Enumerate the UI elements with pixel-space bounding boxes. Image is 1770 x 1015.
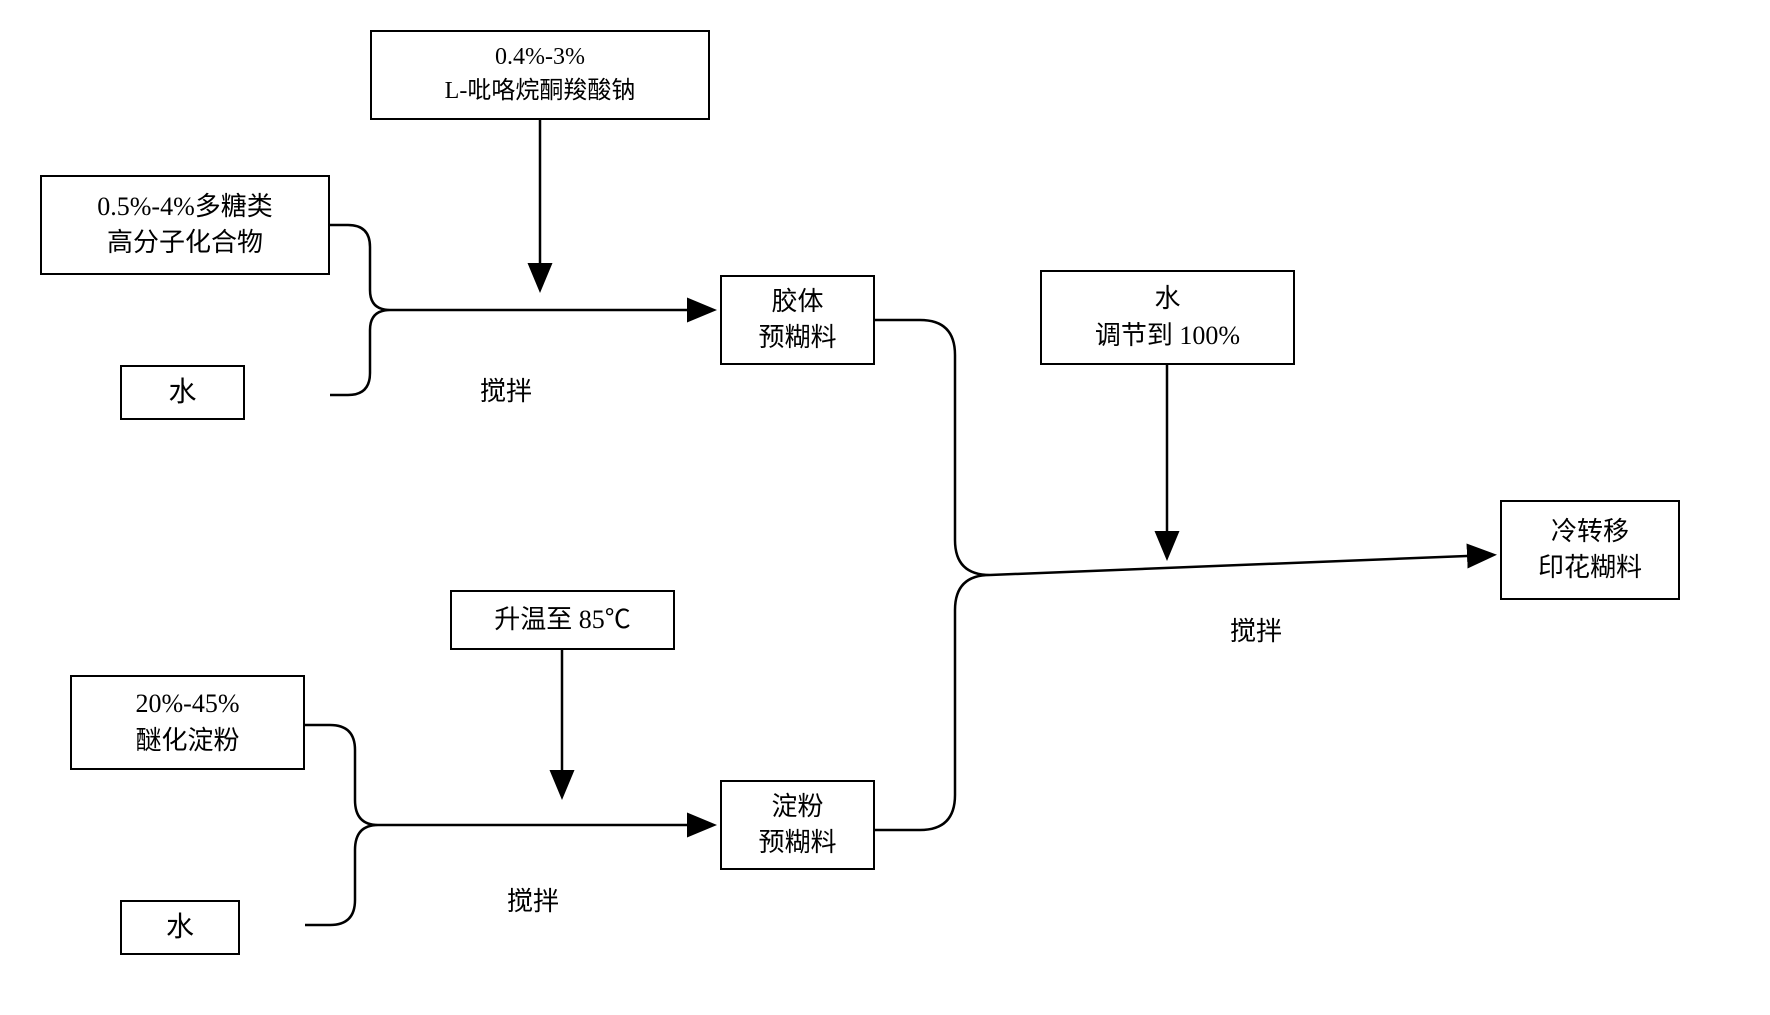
node-colloid-prepaste: 胶体 预糊料 — [720, 275, 875, 365]
text-line: 水 — [166, 908, 194, 947]
node-water2: 水 — [120, 900, 240, 955]
text-line: 冷转移 — [1551, 514, 1629, 550]
text-line: 升温至 85℃ — [494, 602, 631, 638]
text-line: 预糊料 — [758, 320, 836, 356]
text-line: 调节到 100% — [1095, 318, 1240, 354]
text-line: 预糊料 — [758, 825, 836, 861]
text-line: 醚化淀粉 — [135, 723, 239, 759]
node-polysaccharide: 0.5%-4%多糖类 高分子化合物 — [40, 175, 330, 275]
node-water-adjust: 水 调节到 100% — [1040, 270, 1295, 365]
text-line: 0.5%-4%多糖类 — [97, 189, 272, 225]
node-temp-raise: 升温至 85℃ — [450, 590, 675, 650]
node-top-additive: 0.4%-3% L-吡咯烷酮羧酸钠 — [370, 30, 710, 120]
label-mix2: 搅拌 — [507, 885, 559, 919]
text-line: 0.4%-3% — [495, 41, 585, 75]
node-etherified-starch: 20%-45% 醚化淀粉 — [70, 675, 305, 770]
node-final: 冷转移 印花糊料 — [1500, 500, 1680, 600]
node-water1: 水 — [120, 365, 245, 420]
text-line: 胶体 — [771, 284, 823, 320]
text-line: 高分子化合物 — [107, 225, 263, 261]
text-line: L-吡咯烷酮羧酸钠 — [445, 75, 636, 109]
text-line: 淀粉 — [771, 789, 823, 825]
text-line: 水 — [168, 373, 196, 412]
label-mix1: 搅拌 — [480, 375, 532, 409]
label-mix3: 搅拌 — [1230, 615, 1282, 649]
text-line: 20%-45% — [136, 686, 240, 722]
text-line: 印花糊料 — [1538, 550, 1642, 586]
text-line: 水 — [1154, 281, 1180, 317]
node-starch-prepaste: 淀粉 预糊料 — [720, 780, 875, 870]
